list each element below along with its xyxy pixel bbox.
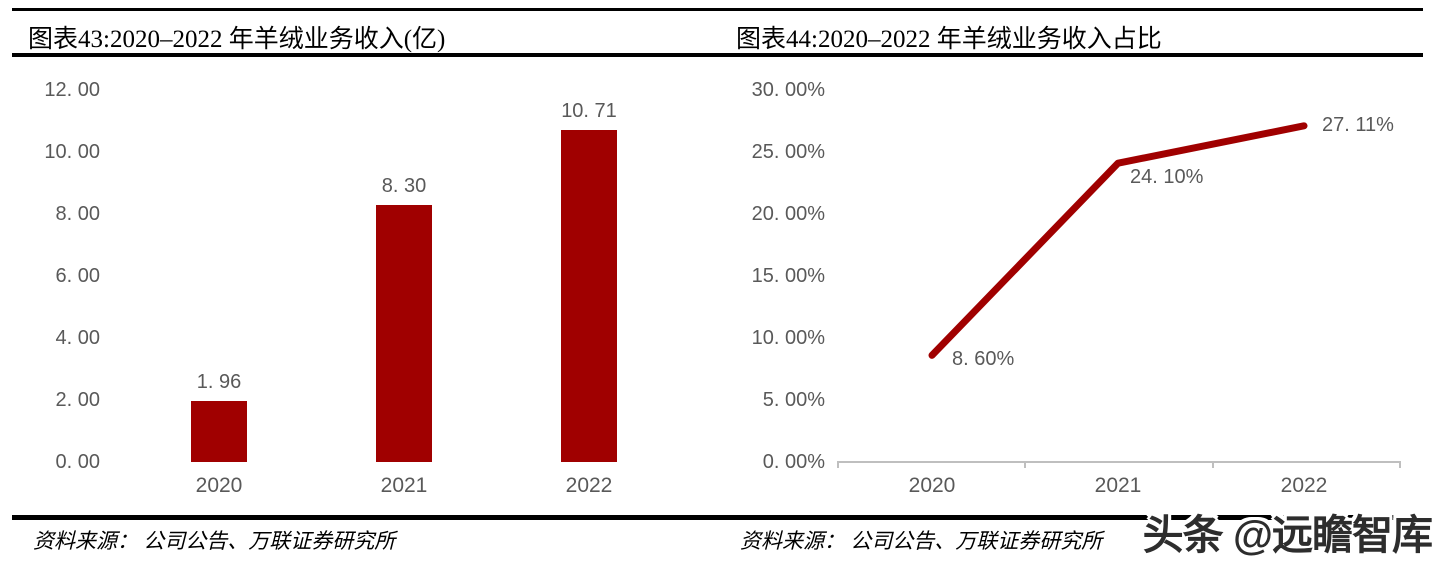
line-chart-xlabel: 2021 — [1094, 474, 1142, 497]
bar-value-label: 1. 96 — [196, 371, 242, 394]
bar-value-label: 10. 71 — [561, 99, 617, 122]
line-chart-ytick: 0. 00% — [762, 451, 825, 473]
bar-chart-ytick: 12. 00 — [44, 79, 100, 101]
x-axis-line — [838, 461, 1400, 463]
x-axis-tick — [1024, 461, 1027, 468]
bar-2021 — [376, 204, 432, 462]
bar-2020 — [191, 401, 247, 462]
bar-chart-xlabel: 2022 — [565, 474, 613, 497]
bar-chart-ytick: 4. 00 — [55, 327, 100, 349]
watermark-toutiao-yuanzhan: 头条 @远瞻智库 — [1142, 512, 1433, 558]
line-value-label: 24. 10% — [1130, 166, 1204, 189]
bar-2022 — [561, 129, 617, 462]
x-axis-tick — [1211, 461, 1214, 468]
left-source-note: 资料来源： 公司公告、万联证券研究所 — [33, 529, 396, 553]
bar-chart-ytick: 6. 00 — [55, 265, 100, 287]
bar-chart-xlabel: 2020 — [195, 474, 243, 497]
bar-chart-ytick: 8. 00 — [55, 203, 100, 225]
line-chart-ytick: 5. 00% — [762, 389, 825, 411]
left-chart-title: 图表43:2020–2022 年羊绒业务收入(亿) — [28, 26, 446, 53]
x-axis-tick — [837, 461, 839, 468]
bar-chart-ytick: 2. 00 — [55, 389, 100, 411]
line-chart-ytick: 20. 00% — [751, 203, 825, 225]
bottom-rule — [12, 515, 1423, 520]
line-chart-ytick: 10. 00% — [751, 327, 825, 349]
bar-chart-ytick: 0. 00 — [55, 451, 100, 473]
line-value-label: 8. 60% — [952, 348, 1015, 371]
line-chart-xlabel: 2022 — [1280, 474, 1328, 497]
line-chart-ytick: 30. 00% — [751, 79, 825, 101]
revenue-share-line — [928, 122, 1308, 359]
bar-chart-xlabel: 2021 — [380, 474, 428, 497]
line-chart-ytick: 15. 00% — [751, 265, 825, 287]
top-rule — [12, 8, 1423, 11]
right-chart-title: 图表44:2020–2022 年羊绒业务收入占比 — [736, 26, 1162, 53]
title-underline-rule — [12, 53, 1423, 57]
line-value-label: 27. 11% — [1322, 113, 1394, 136]
right-source-note: 资料来源： 公司公告、万联证券研究所 — [740, 529, 1103, 553]
bar-chart-ytick: 10. 00 — [44, 141, 100, 163]
line-chart-ytick: 25. 00% — [751, 141, 825, 163]
bar-value-label: 8. 30 — [381, 174, 427, 197]
x-axis-tick — [1399, 461, 1401, 468]
line-chart-xlabel: 2020 — [908, 474, 956, 497]
